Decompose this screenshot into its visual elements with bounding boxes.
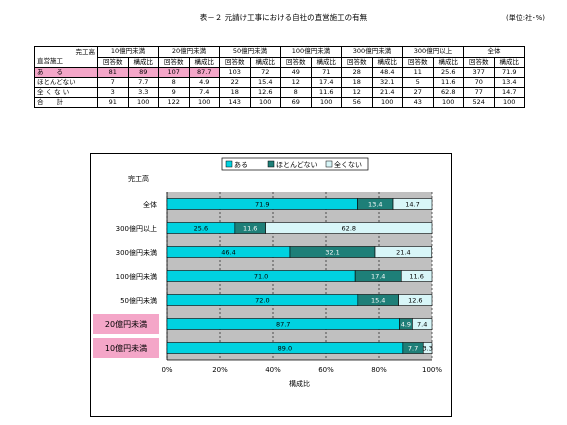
data-label: 25.6 xyxy=(194,225,208,233)
x-tick-label: 80% xyxy=(371,366,387,374)
data-label: 7.7 xyxy=(408,345,418,353)
table-cell: 100 xyxy=(493,97,525,108)
bar-segment xyxy=(374,246,433,258)
legend-swatch xyxy=(267,160,275,168)
category-label: 300億円未満 xyxy=(116,248,157,257)
bar-segment xyxy=(398,294,433,306)
x-tick-label: 100% xyxy=(422,366,442,374)
corner-bottom-label: 直営施工 xyxy=(37,57,63,65)
x-tick-label: 20% xyxy=(212,366,228,374)
data-label: 3.3 xyxy=(422,345,432,353)
x-axis-label: 構成比 xyxy=(289,379,310,388)
table-row: 合 計 91 100 122 100 143 100 69 100 56 100 43 100 524 10… xyxy=(34,97,525,108)
page-title: 表－２ 元請け工事における自社の直営施工の有無 xyxy=(199,13,368,22)
row-label: 合 計 xyxy=(34,97,98,108)
data-label: 13.4 xyxy=(368,201,382,209)
bar-segment xyxy=(412,318,433,330)
category-label: 300億円以上 xyxy=(116,224,157,233)
category-label: 50億円未満 xyxy=(120,296,157,305)
table-row: あ る 81 89 107 87.7 103 72 49 71 28 48.4 11 25.6 377 71… xyxy=(34,67,525,78)
data-label: 71.9 xyxy=(255,201,269,209)
data-label: 87.7 xyxy=(276,321,290,329)
category-label: 全体 xyxy=(143,200,157,209)
data-label: 7.4 xyxy=(417,321,427,329)
table-corner: 完工高 直営施工 xyxy=(34,46,98,68)
x-tick-label: 60% xyxy=(318,366,334,374)
data-label: 14.7 xyxy=(405,201,419,209)
legend-swatch xyxy=(225,160,233,168)
table-cell: 91 xyxy=(97,97,129,108)
data-table: 完工高 直営施工 10億円未満 20億円未満 50億円未満 100億円未満 30… xyxy=(34,46,525,108)
legend-label: ある xyxy=(234,161,248,169)
corner-top-label: 完工高 xyxy=(75,48,96,56)
category-label: 100億円未満 xyxy=(116,272,157,281)
chart-title: 完工高 xyxy=(128,174,149,183)
bar-segment xyxy=(400,270,433,282)
chart-frame xyxy=(90,153,452,417)
category-label: 20億円未満 xyxy=(105,319,147,329)
data-label: 89.0 xyxy=(278,345,292,353)
x-tick-label: 40% xyxy=(265,366,281,374)
legend-label: 全くない xyxy=(334,160,362,169)
data-label: 62.8 xyxy=(342,225,356,233)
legend-label: ほとんどない xyxy=(276,161,318,169)
data-label: 71.0 xyxy=(254,273,268,281)
data-label: 21.4 xyxy=(396,249,410,257)
bar-segment xyxy=(265,222,433,234)
table-row: 全 く な い 3 3.3 9 7.4 18 12.6 8 11.6 12 21.4 27 62.8 77… xyxy=(34,87,525,98)
data-label: 15.4 xyxy=(371,297,385,305)
category-label: 10億円未満 xyxy=(105,343,147,353)
legend-swatch xyxy=(325,160,333,168)
data-label: 11.6 xyxy=(409,273,423,281)
data-label: 32.1 xyxy=(325,249,339,257)
data-label: 72.0 xyxy=(255,297,269,305)
category-highlight xyxy=(93,338,159,358)
data-label: 46.4 xyxy=(221,249,235,257)
data-label: 4.9 xyxy=(401,321,411,329)
data-label: 17.4 xyxy=(371,273,385,281)
x-tick-label: 0% xyxy=(161,366,172,374)
bar-segment xyxy=(392,198,433,210)
data-label: 11.6 xyxy=(243,225,257,233)
data-label: 12.6 xyxy=(408,297,422,305)
bar-segment xyxy=(422,342,433,354)
unit-label: (単位:社･%) xyxy=(506,14,545,22)
category-highlight xyxy=(93,314,159,334)
subheader-row: 回答数 構成比 回答数 構成比 回答数 構成比 回答数 構成比 回答数 構成比 回答数 構成比 回答数構… xyxy=(35,56,525,68)
